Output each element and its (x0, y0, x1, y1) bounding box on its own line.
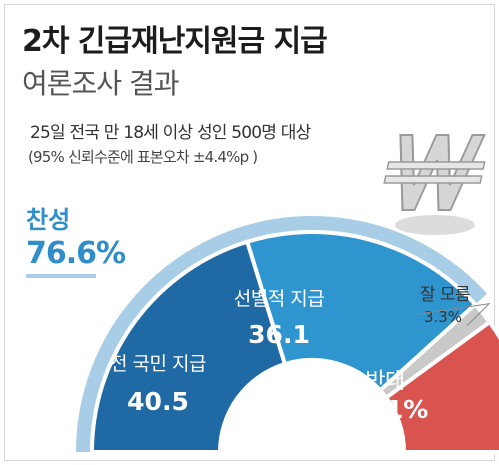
infographic-frame (4, 4, 495, 461)
slice-universal-label: 전 국민 지급 (110, 353, 206, 375)
slice-selective-label: 선별적 지급 (234, 288, 324, 310)
slice-selective-value: 36.1 (248, 320, 310, 349)
slice-unsure-leader (417, 303, 491, 327)
page-subtitle: 여론조사 결과 (22, 67, 179, 100)
agree-group-value: 76.6% (26, 236, 126, 271)
margin-of-error-note: (95% 신뢰수준에 표본오차 ±4.4%p ) (28, 148, 258, 166)
slice-unsure-value: 3.3% (424, 308, 462, 326)
slice-oppose-label: 반대 (365, 369, 404, 394)
won-currency-icon (383, 134, 486, 235)
slice-selective (244, 230, 479, 394)
slice-oppose-value: 20.1% (342, 395, 429, 424)
agree-group-label: 찬성 (26, 206, 71, 234)
slice-universal-value: 40.5 (127, 387, 189, 416)
slice-unsure-label: 잘 모름 (420, 285, 470, 305)
survey-note: 25일 전국 만 18세 이상 성인 500명 대상 (30, 123, 311, 143)
page-title: 2차 긴급재난지원금 지급 (22, 24, 328, 59)
slice-oppose (383, 319, 499, 454)
slice-universal (89, 239, 288, 454)
